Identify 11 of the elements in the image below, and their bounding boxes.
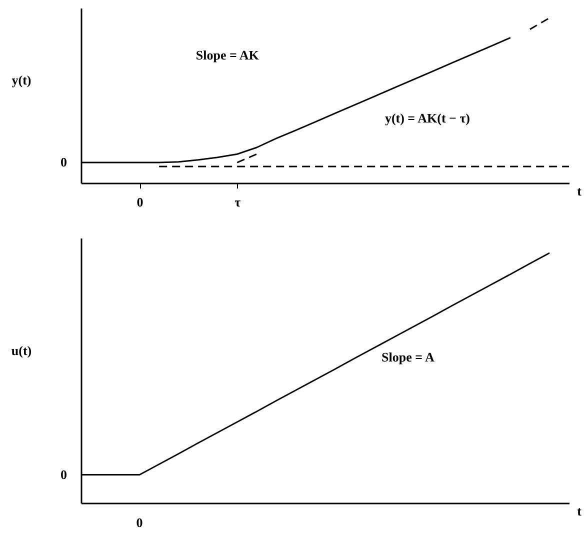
text: 0	[136, 515, 143, 530]
x-axis-title: t	[577, 184, 582, 198]
x-tick-label: τ	[234, 194, 241, 210]
y-axis-title: u(t)	[11, 342, 32, 358]
annotation: Slope = AK	[196, 47, 260, 62]
annotation: y(t) = AK(t − τ)	[384, 110, 470, 126]
annotation: Slope = A	[382, 349, 436, 364]
text: 0	[60, 154, 67, 170]
y-axis-title: y(t)	[12, 72, 32, 88]
text: 0	[60, 466, 67, 482]
x-axis-title: t	[577, 504, 582, 518]
